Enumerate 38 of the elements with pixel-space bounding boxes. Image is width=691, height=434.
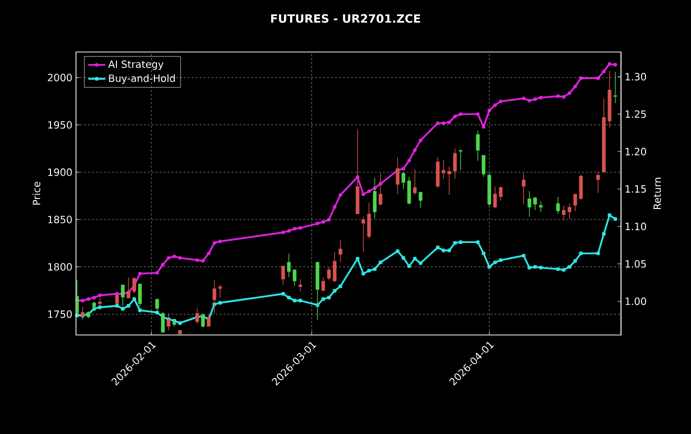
- candlestick: [579, 174, 583, 200]
- y-tick-label: 1950: [48, 121, 72, 129]
- y-axis-title: Price: [32, 182, 40, 205]
- candlestick: [281, 266, 285, 286]
- candlestick: [482, 154, 486, 178]
- y2-tick-label: 1.15: [626, 185, 646, 193]
- candlestick: [338, 240, 342, 262]
- y2-tick-label: 1.05: [626, 260, 646, 268]
- legend-label: AI Strategy: [108, 60, 164, 70]
- candlestick: [418, 192, 422, 209]
- candlestick: [573, 194, 578, 212]
- y2-tick-label: 1.25: [626, 110, 646, 118]
- candlestick: [138, 284, 142, 307]
- legend-label: Buy-and-Hold: [109, 74, 175, 84]
- y-tick-label: 1900: [48, 168, 72, 176]
- candlestick: [596, 172, 600, 194]
- candlestick: [539, 201, 543, 212]
- candlestick: [522, 172, 526, 205]
- candlestick: [476, 130, 480, 162]
- candlestick: [556, 196, 560, 214]
- y2-tick-label: 1.20: [626, 148, 646, 156]
- candlestick: [453, 148, 457, 180]
- candlestick: [298, 278, 302, 292]
- y-tick-label: 2000: [48, 74, 72, 82]
- y-tick-label: 1850: [48, 216, 72, 224]
- candlestick: [155, 298, 159, 311]
- y2-tick-label: 1.30: [626, 72, 646, 80]
- candlestick: [413, 169, 417, 196]
- candlestick: [321, 276, 326, 292]
- y-tick-label: 1750: [48, 310, 72, 318]
- y-tick-label: 1800: [48, 263, 72, 271]
- chart-title: FUTURES - UR2701.ZCE: [271, 14, 420, 23]
- y2-axis-title: Return: [654, 178, 661, 210]
- candlestick: [613, 72, 618, 104]
- candlestick: [458, 149, 462, 171]
- y2-tick-label: 1.00: [626, 298, 646, 306]
- candlestick: [378, 172, 382, 206]
- y2-tick-label: 1.10: [626, 222, 646, 230]
